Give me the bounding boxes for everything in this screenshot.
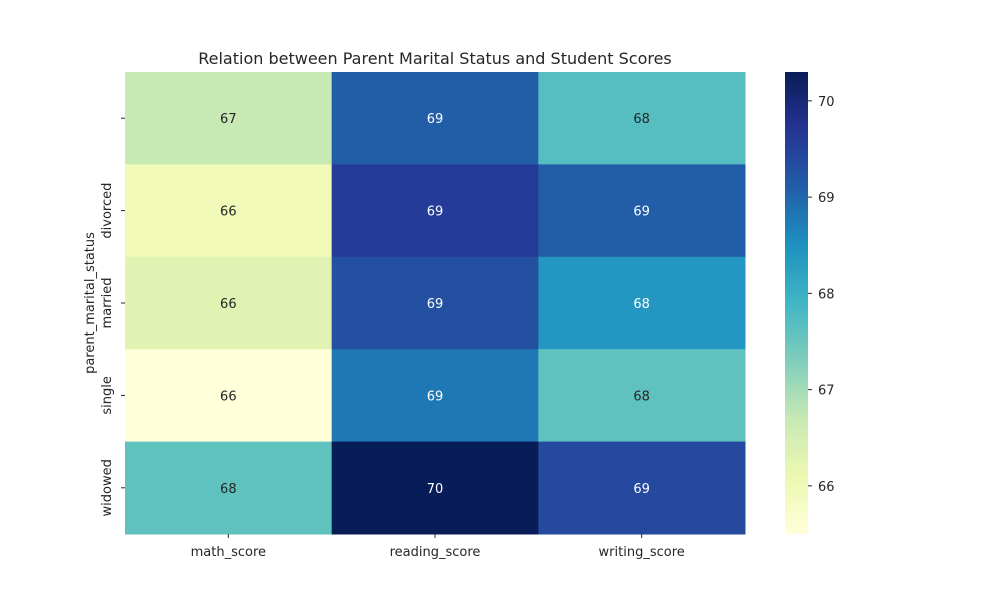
cell-annotation: 69 [427, 297, 444, 312]
heatmap-cell [538, 441, 746, 535]
cell-annotation: 67 [220, 112, 237, 127]
colorbar-tick-label: 68 [818, 287, 835, 302]
cell-annotation: 66 [220, 297, 237, 312]
colorbar-tick-label: 66 [818, 480, 835, 495]
y-axis-ticks: divorced married single widowed [100, 117, 125, 516]
heatmap-cell [125, 349, 333, 443]
heatmap-cell [538, 72, 746, 165]
cell-annotation: 68 [633, 112, 650, 127]
x-tick-label: reading_score [390, 545, 481, 560]
chart-title: Relation between Parent Marital Status a… [198, 49, 672, 68]
heatmap-cell [538, 349, 746, 443]
x-tick-label: math_score [191, 545, 266, 560]
heatmap-cell [331, 441, 539, 535]
colorbar-tick-label: 69 [818, 191, 835, 206]
cell-annotation: 66 [220, 389, 237, 404]
y-axis-label: parent_marital_status [83, 232, 98, 374]
cell-annotation: 69 [633, 205, 650, 220]
y-tick-label: widowed [100, 459, 115, 516]
cell-annotation: 68 [220, 482, 237, 497]
x-tick-label: writing_score [599, 545, 685, 560]
colorbar-tick-label: 67 [818, 384, 835, 399]
heatmap-cell [331, 349, 539, 443]
heatmap-cell [331, 72, 539, 165]
cell-annotation: 66 [220, 205, 237, 220]
y-tick-label: single [100, 376, 115, 415]
heatmap-cell [125, 164, 333, 258]
heatmap-cell [331, 256, 539, 350]
heatmap-cell [538, 256, 746, 350]
heatmap-cell [125, 441, 333, 535]
cell-annotation: 69 [633, 482, 650, 497]
x-axis-ticks: math_score reading_score writing_score [191, 534, 685, 560]
cell-annotation: 69 [427, 112, 444, 127]
colorbar [785, 72, 808, 534]
cell-annotation: 68 [633, 297, 650, 312]
heatmap-cell [538, 164, 746, 258]
heatmap-cell [331, 164, 539, 258]
cell-annotation: 70 [427, 482, 444, 497]
colorbar-ticks: 66 67 68 69 70 [808, 95, 835, 495]
colorbar-tick-label: 70 [818, 95, 835, 110]
heatmap-cell [125, 72, 333, 165]
cell-annotation: 69 [427, 205, 444, 220]
cell-annotation: 68 [633, 389, 650, 404]
cell-annotation: 69 [427, 389, 444, 404]
heatmap-annotations: 67 69 68 66 69 69 66 69 68 66 69 68 68 70 69 [220, 112, 650, 497]
y-tick-label: divorced [100, 183, 115, 239]
y-tick-label: married [100, 278, 115, 329]
heatmap-cells [125, 72, 746, 535]
heatmap-cell [125, 256, 333, 350]
